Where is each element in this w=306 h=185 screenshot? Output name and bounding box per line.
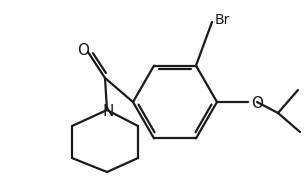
Text: N: N — [102, 103, 114, 119]
Text: O: O — [251, 95, 263, 110]
Text: Br: Br — [215, 13, 230, 27]
Text: O: O — [77, 43, 89, 58]
